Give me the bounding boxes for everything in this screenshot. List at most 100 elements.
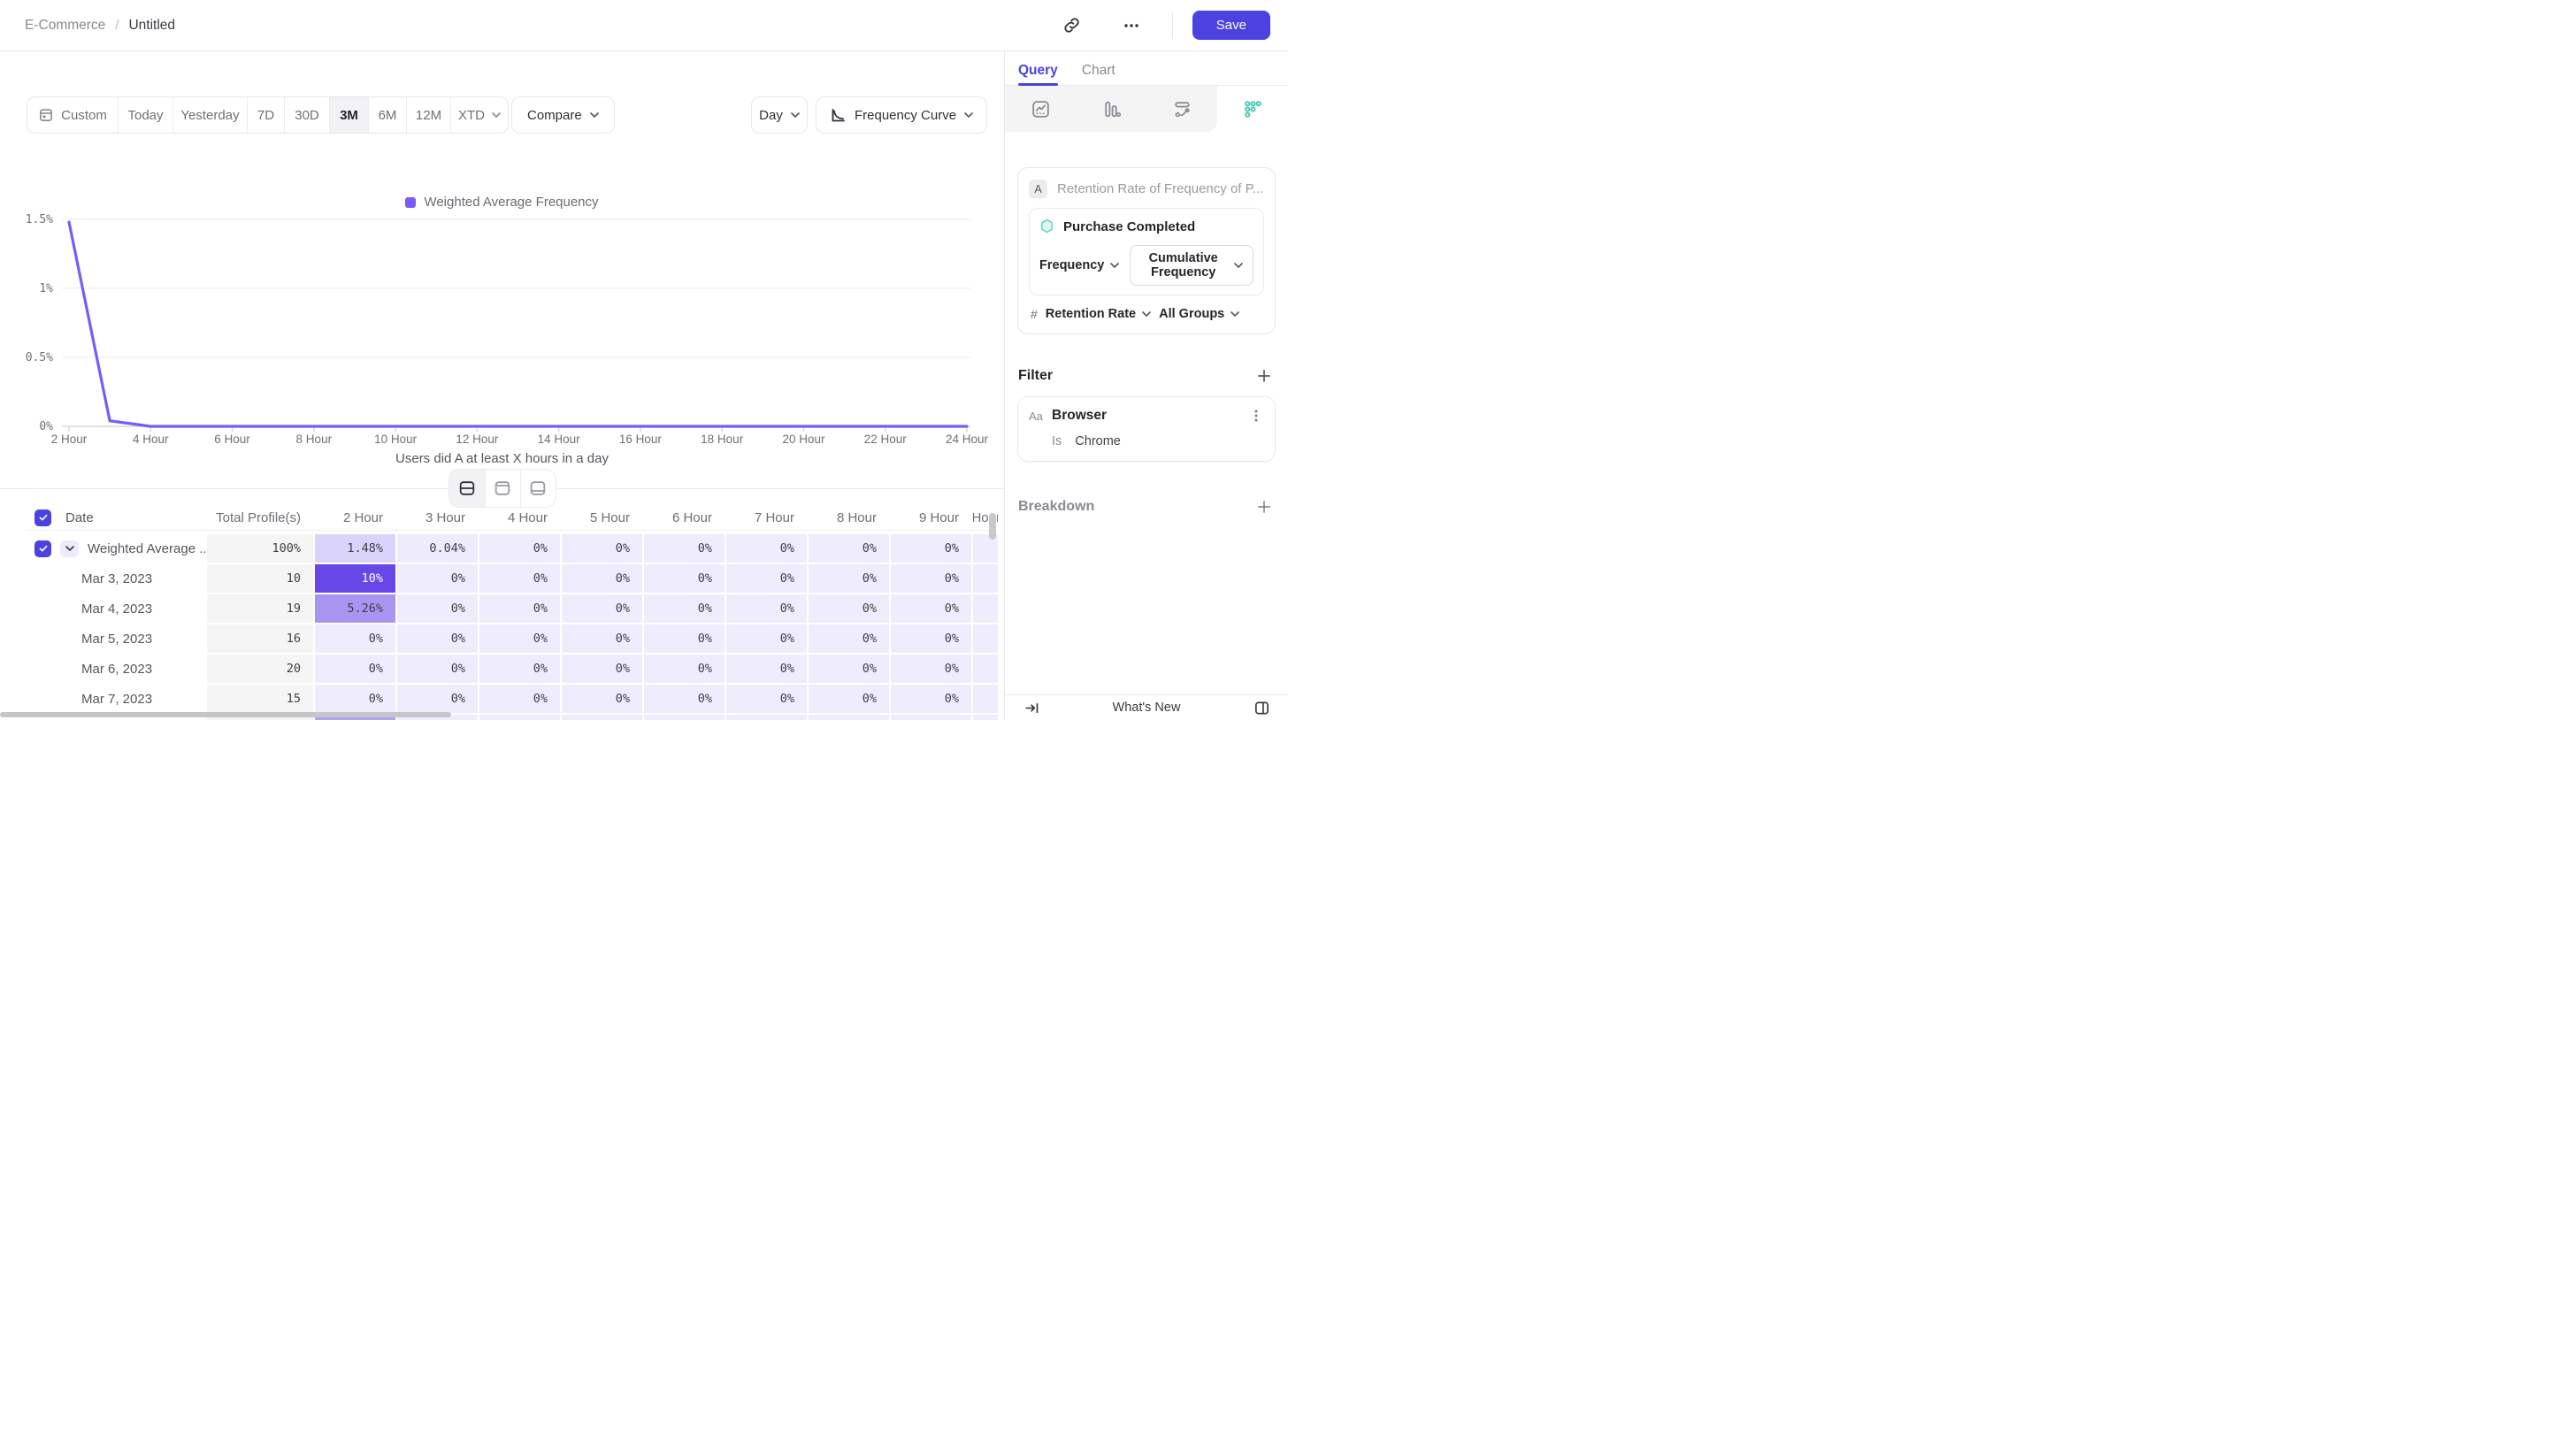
- range-30d[interactable]: 30D: [284, 97, 329, 133]
- hour-value-cell: 0%: [644, 685, 724, 713]
- save-button[interactable]: Save: [1192, 11, 1270, 40]
- x-axis-title: Users did A at least X hours in a day: [395, 451, 609, 466]
- range-label: Yesterday: [180, 107, 240, 123]
- app-root: E-Commerce / Untitled Save Custom Today Ye…: [0, 0, 1288, 720]
- split-view-button[interactable]: [448, 470, 485, 507]
- legend-item[interactable]: Weighted Average Frequency: [405, 195, 599, 210]
- compare-button[interactable]: Compare: [511, 96, 615, 134]
- event-row[interactable]: Purchase Completed: [1039, 218, 1254, 234]
- select-all-checkbox[interactable]: [34, 509, 51, 526]
- total-profiles-cell: 22: [207, 715, 313, 720]
- row-checkbox[interactable]: [34, 540, 51, 557]
- tab-query[interactable]: Query: [1018, 63, 1058, 86]
- range-6m[interactable]: 6M: [368, 97, 406, 133]
- svg-text:8 Hour: 8 Hour: [296, 433, 333, 446]
- column-header-hour: 5 Hour: [589, 509, 630, 525]
- hour-value-cell: 0%: [891, 624, 971, 653]
- breadcrumb-report-title[interactable]: Untitled: [128, 17, 176, 33]
- frequency-dropdown[interactable]: Frequency: [1039, 258, 1120, 272]
- table-row: Mar 3, 2023 10 10% 0% 0% 0% 0% 0% 0% 0%: [27, 564, 998, 593]
- query-panel: Query Chart A Retention Rate of Frequenc…: [1004, 51, 1288, 720]
- metric-row: # Retention Rate All Groups: [1029, 307, 1264, 321]
- range-7d[interactable]: 7D: [247, 97, 284, 133]
- range-label: 3M: [340, 107, 358, 123]
- hour-value-cell: 4.55%: [315, 715, 395, 720]
- range-label: 6M: [378, 107, 397, 123]
- hour-value-cell: 0%: [891, 564, 971, 593]
- row-label-cell: Mar 3, 2023: [27, 564, 205, 593]
- chart-view-button[interactable]: Frequency Curve: [816, 96, 988, 134]
- hour-value-cell: 0%: [644, 564, 724, 593]
- range-3m[interactable]: 3M: [329, 97, 368, 133]
- frequency-dots-icon: [1243, 99, 1263, 119]
- hour-value-cell: 0%: [644, 594, 724, 623]
- range-today[interactable]: Today: [118, 97, 172, 133]
- hour-value-cell: 0%: [891, 655, 971, 683]
- more-options-button[interactable]: [1117, 11, 1146, 40]
- series-badge: A: [1029, 180, 1047, 198]
- range-yesterday[interactable]: Yesterday: [172, 97, 247, 133]
- query-title-row[interactable]: A Retention Rate of Frequency of P...: [1029, 180, 1264, 198]
- breadcrumb-project[interactable]: E-Commerce: [25, 17, 106, 33]
- breakdown-heading: Breakdown: [1018, 499, 1095, 514]
- total-profiles-cell: 19: [207, 594, 313, 623]
- hour-value-cell: 0%: [809, 685, 889, 713]
- frequency-mode-label: Cumulative Frequency: [1148, 251, 1218, 280]
- hour-value-cell: 0%: [562, 655, 642, 683]
- horizontal-scrollbar[interactable]: [0, 712, 451, 717]
- date-row-label: Mar 7, 2023: [81, 691, 153, 707]
- row-label-cell: Weighted Average ...: [27, 534, 205, 563]
- row-label-cell: Mar 7, 2023: [27, 685, 205, 713]
- frequency-mode-dropdown[interactable]: Cumulative Frequency: [1130, 245, 1254, 286]
- svg-text:14 Hour: 14 Hour: [538, 433, 581, 446]
- filter-operator[interactable]: Is: [1052, 434, 1062, 448]
- metric-dropdown[interactable]: Retention Rate: [1046, 307, 1151, 321]
- chart-type-frequency-dots[interactable]: [1217, 86, 1288, 132]
- column-header-hour: 9 Hour: [918, 509, 959, 525]
- hour-value-cell: 0%: [562, 624, 642, 653]
- date-row-label: Mar 4, 2023: [81, 601, 153, 617]
- chevron-down-icon: [791, 112, 800, 118]
- svg-text:0%: 0%: [39, 420, 53, 433]
- hour-value-cell: 0%: [891, 594, 971, 623]
- filter-menu-button[interactable]: [1248, 407, 1264, 425]
- layout-panel-button[interactable]: [1248, 694, 1276, 722]
- granularity-button[interactable]: Day: [751, 96, 808, 134]
- copy-link-button[interactable]: [1058, 11, 1085, 39]
- filter-section-header: Filter: [1018, 367, 1273, 385]
- range-custom[interactable]: Custom: [27, 97, 118, 133]
- chart-type-bar-chart[interactable]: [1076, 86, 1146, 132]
- hour-value-cell: 0%: [644, 655, 724, 683]
- expand-row-button[interactable]: [60, 540, 79, 557]
- date-row-label: Mar 3, 2023: [81, 571, 153, 586]
- hour-value-cell-clipped: [973, 655, 998, 683]
- range-xtd[interactable]: XTD: [450, 97, 508, 133]
- frequency-chart: 0% 0.5% 1% 1.5% 2 Hour 4 Hour 6 Hour 8 Hour 10 H…: [26, 213, 989, 446]
- hour-value-cell: 0%: [479, 594, 560, 623]
- hour-value-cell: 0%: [562, 685, 642, 713]
- insights-chart-icon: [1031, 99, 1051, 119]
- legend-label: Weighted Average Frequency: [424, 195, 599, 210]
- chart-only-view-button[interactable]: [484, 470, 520, 507]
- hour-value-cell: 0%: [809, 715, 889, 720]
- hour-value-cell: 0%: [397, 564, 478, 593]
- total-profiles-cell: 15: [207, 685, 313, 713]
- filter-property-row[interactable]: Aa Browser: [1029, 407, 1264, 425]
- add-breakdown-button[interactable]: [1255, 498, 1273, 516]
- chart-view-label: Frequency Curve: [855, 107, 957, 123]
- vertical-scrollbar[interactable]: [989, 513, 996, 540]
- groups-dropdown[interactable]: All Groups: [1159, 307, 1240, 321]
- hour-value-cell: 0%: [479, 534, 560, 563]
- tab-chart[interactable]: Chart: [1081, 63, 1116, 78]
- hour-value-cell: 1.48%: [315, 534, 395, 563]
- collapse-panel-button[interactable]: [1019, 695, 1045, 721]
- table-only-view-button[interactable]: [519, 470, 556, 507]
- table-row: Mar 7, 2023 15 0% 0% 0% 0% 0% 0% 0% 0%: [27, 685, 998, 713]
- chart-type-insights-chart[interactable]: [1005, 86, 1076, 132]
- chart-type-flows-chart[interactable]: [1146, 86, 1217, 132]
- query-title: Retention Rate of Frequency of P...: [1057, 181, 1264, 196]
- filter-value[interactable]: Chrome: [1075, 434, 1121, 448]
- range-12m[interactable]: 12M: [406, 97, 450, 133]
- whats-new-link[interactable]: What's New: [1112, 701, 1181, 715]
- add-filter-button[interactable]: [1255, 367, 1273, 385]
